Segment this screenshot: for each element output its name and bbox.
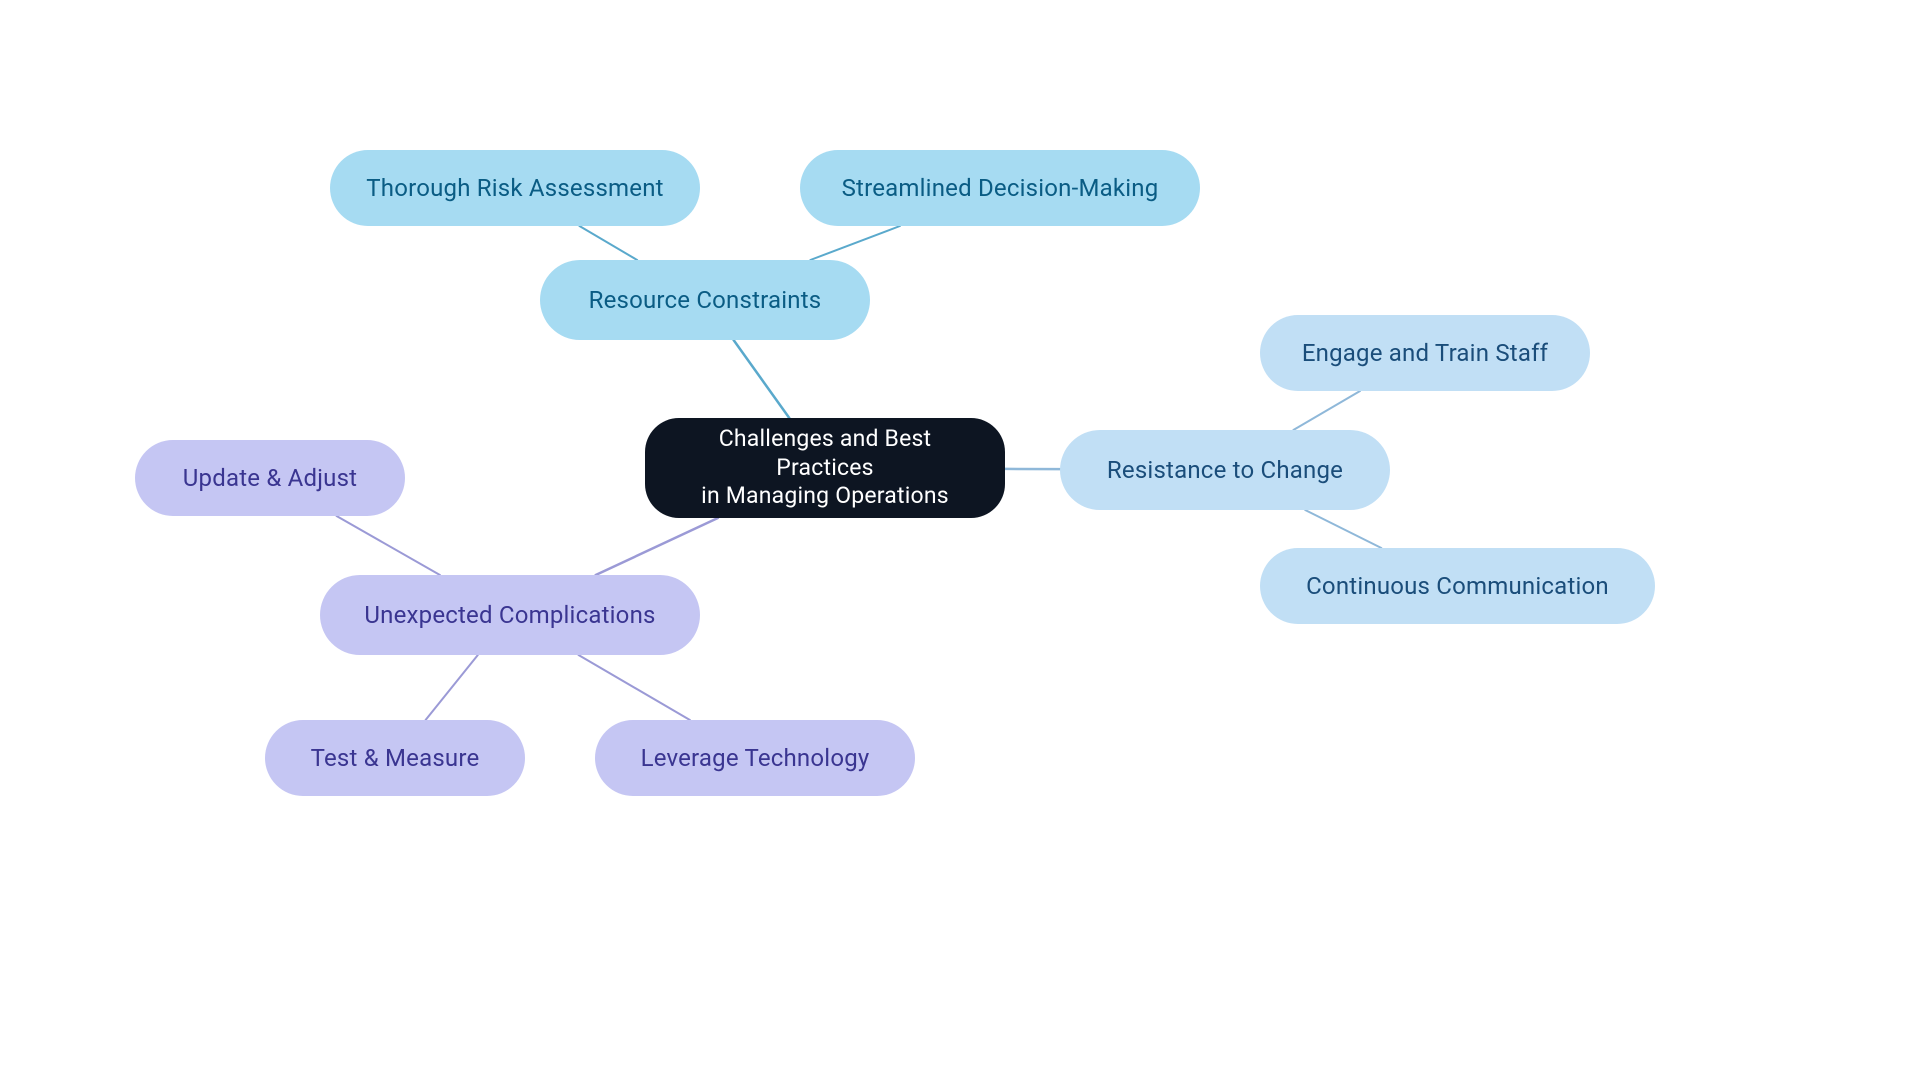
node-label: Engage and Train Staff [1302, 338, 1548, 368]
node-label: Continuous Communication [1306, 571, 1609, 601]
edge-center-resource [734, 340, 790, 418]
node-comm: Continuous Communication [1260, 548, 1655, 624]
node-test: Test & Measure [265, 720, 525, 796]
node-engage: Engage and Train Staff [1260, 315, 1590, 391]
node-label: Resource Constraints [589, 285, 822, 315]
node-resource: Resource Constraints [540, 260, 870, 340]
node-leverage: Leverage Technology [595, 720, 915, 796]
node-update: Update & Adjust [135, 440, 405, 516]
node-label: Update & Adjust [183, 463, 357, 493]
node-streamline: Streamlined Decision-Making [800, 150, 1200, 226]
node-unexpected: Unexpected Complications [320, 575, 700, 655]
node-center: Challenges and Best Practicesin Managing… [645, 418, 1005, 518]
edge-resource-risk [579, 226, 637, 260]
node-label: Resistance to Change [1107, 455, 1343, 485]
node-resistance: Resistance to Change [1060, 430, 1390, 510]
node-label: Unexpected Complications [364, 600, 655, 630]
edge-center-unexpected [596, 518, 718, 575]
edge-resource-streamline [810, 226, 900, 260]
edge-unexpected-update [337, 516, 440, 575]
node-risk: Thorough Risk Assessment [330, 150, 700, 226]
node-label: Thorough Risk Assessment [366, 173, 663, 203]
edge-unexpected-leverage [579, 655, 690, 720]
node-label: Challenges and Best Practicesin Managing… [673, 425, 977, 511]
node-label: Leverage Technology [641, 743, 870, 773]
node-label: Streamlined Decision-Making [842, 173, 1159, 203]
edge-resistance-comm [1305, 510, 1381, 548]
node-label: Test & Measure [311, 743, 480, 773]
edge-unexpected-test [426, 655, 478, 720]
diagram-canvas: Challenges and Best Practicesin Managing… [0, 0, 1920, 1083]
edge-resistance-engage [1293, 391, 1360, 430]
